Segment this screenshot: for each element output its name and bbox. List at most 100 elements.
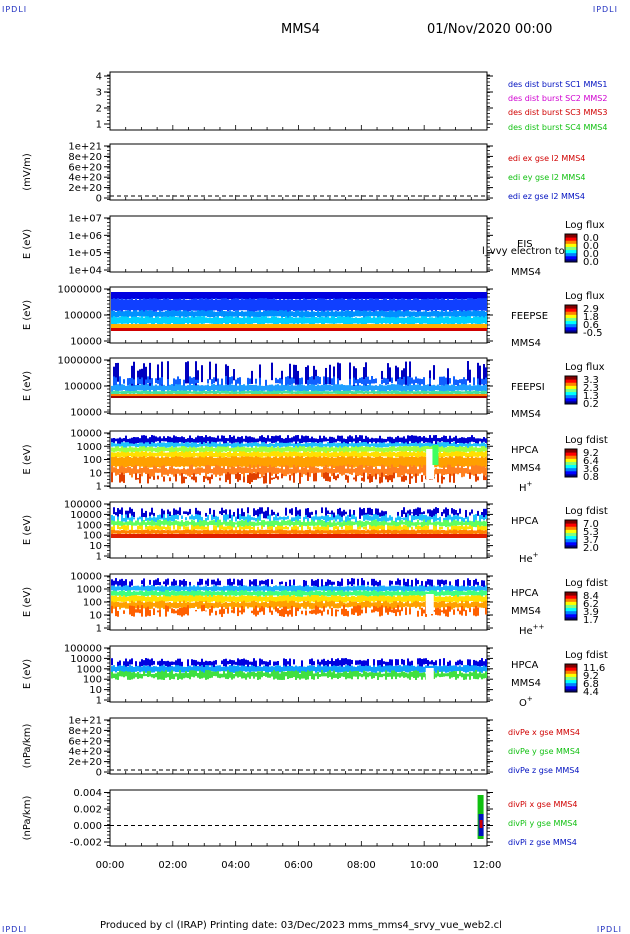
hpca_h-colorbar-frame (564, 448, 578, 478)
hpca_o-species-label: O+ (519, 695, 533, 709)
divpe-ytick-label-2: 4e+20 (68, 747, 102, 758)
eis-colorbar-title: Log flux (565, 220, 605, 231)
feeps_i-colorbar-block (565, 382, 577, 386)
feeps_e-colorbar-tick-1: 1.8 (583, 312, 599, 323)
hpca_o-colorbar-block (565, 670, 577, 674)
hpca_hepp-colorbar-block (565, 601, 577, 605)
hpca_o-ytick-label-5: 100000 (64, 644, 102, 655)
divpe-ytick-label-5: 1e+21 (68, 716, 102, 727)
corner-label-bottom-left: IPDLI (2, 925, 28, 934)
feeps_e-colorbar-block (565, 308, 577, 312)
hpca_o-colorbar-tick-2: 6.8 (583, 679, 599, 690)
feeps_e-instrument-label: FEEPSE (511, 311, 548, 322)
hpca_o-colorbar-title: Log fdist (565, 650, 608, 661)
hpca_he-ytick-label-3: 1000 (77, 520, 102, 531)
feeps_i-colorbar-tick-0: 3.3 (583, 375, 599, 386)
feeps_i-colorbar-block (565, 385, 577, 389)
divpe-ytick-label-0: 0 (96, 768, 102, 779)
x-axis-tick-label-0: 00:00 (96, 860, 125, 871)
eis-colorbar-block (565, 243, 577, 247)
hpca_he-colorbar-title: Log fdist (565, 506, 608, 517)
feeps_e-colorbar-block (565, 326, 577, 331)
hpca_hepp-colorbar-block (565, 592, 577, 596)
des_dist-legend-2: des dist burst SC3 MMS3 (508, 108, 607, 117)
corner-label-top-left: IPDLI (2, 5, 28, 14)
hpca_he-ytick-label-4: 10000 (70, 510, 102, 521)
hpca_he-colorbar-block (565, 544, 577, 549)
plot-date: 01/Nov/2020 00:00 (427, 22, 553, 37)
divpi-ytick-label-0: -0.002 (70, 838, 102, 849)
hpca_o-spectrogram (111, 658, 577, 693)
hpca_he-ytick-label-2: 100 (83, 531, 102, 542)
hpca_h-colorbar-block (565, 464, 577, 469)
des_dist-ytick-label-2: 3 (96, 88, 102, 99)
hpca_o-colorbar-block (565, 685, 577, 690)
edi-ytick-label-2: 4e+20 (68, 173, 102, 184)
feeps_i-colorbar-block (565, 376, 577, 380)
corner-label-bottom-right: IPDLI (596, 925, 622, 934)
hpca_o-ytick-label-2: 100 (83, 675, 102, 686)
eis-ytick-label-0: 1e+04 (68, 266, 102, 277)
hpca_h-colorbar-block (565, 470, 577, 475)
divpe-legend-2: divPe z gse MMS4 (508, 766, 579, 775)
eis-colorbar-block (565, 237, 577, 241)
divpi-frame (109, 789, 488, 847)
divpi-ytick-label-3: 0.004 (73, 788, 102, 799)
eis-colorbar-frame (564, 233, 578, 263)
feeps_e-ylabel: E (eV) (22, 300, 33, 330)
hpca_hepp-ylabel: E (eV) (22, 587, 33, 617)
hpca_hepp-ytick-label-3: 1000 (77, 585, 102, 596)
hpca_h-spectrogram (111, 435, 577, 484)
hpca_hepp-species-label: He++ (519, 623, 545, 637)
hpca_h-colorbar-tick-3: 0.8 (583, 472, 599, 483)
feeps_e-spacecraft-label: MMS4 (511, 338, 541, 349)
feeps_i-ylabel: E (eV) (22, 371, 33, 401)
eis-frame (109, 215, 488, 273)
hpca_h-colorbar-block (565, 458, 577, 462)
footer-credits: Produced by cl (IRAP) Printing date: 03/… (100, 920, 502, 931)
divpi-legend-0: divPi x gse MMS4 (508, 800, 577, 809)
hpca_h-colorbar-tick-0: 9.2 (583, 448, 599, 459)
hpca_o-spacecraft-label: MMS4 (511, 678, 541, 689)
eis-colorbar-tick-0: 0.0 (583, 233, 599, 244)
feeps_i-colorbar-block (565, 388, 577, 393)
hpca_he-colorbar-frame (564, 519, 578, 549)
des_dist-ytick-label-3: 4 (96, 72, 102, 83)
feeps_i-ytick-label-2: 1000000 (57, 356, 102, 367)
des_dist-legend-1: des dist burst SC2 MMS2 (508, 94, 607, 103)
hpca_hepp-colorbar-tick-2: 3.9 (583, 607, 599, 618)
feeps_i-colorbar-block (565, 394, 577, 399)
hpca_h-colorbar-tick-2: 3.6 (583, 464, 599, 475)
hpca_hepp-colorbar-tick-0: 8.4 (583, 591, 599, 602)
hpca_hepp-spacecraft-label: MMS4 (511, 606, 541, 617)
des_dist-ytick-label-1: 2 (96, 104, 102, 115)
eis-instrument-label: EIS (517, 239, 533, 250)
hpca_he-colorbar-block (565, 532, 577, 537)
eis-colorbar-block (565, 258, 577, 263)
hpca_o-colorbar-block (565, 679, 577, 684)
eis-colorbar-tick-2: 0.0 (583, 249, 599, 260)
edi-legend-0: edi ex gse l2 MMS4 (508, 154, 585, 163)
x-axis-tick-label-5: 10:00 (410, 860, 439, 871)
des_dist-legend-0: des dist burst SC1 MMS1 (508, 80, 607, 89)
edi-legend-1: edi ey gse l2 MMS4 (508, 173, 586, 182)
hpca_hepp-ytick-label-0: 1 (96, 624, 102, 635)
hpca_he-spectrogram (111, 507, 577, 549)
feeps_e-ytick-label-2: 1000000 (57, 285, 102, 296)
feeps_i-spectrogram (111, 361, 577, 405)
feeps_e-ytick-label-1: 100000 (64, 311, 102, 322)
hpca_o-ylabel: E (eV) (22, 659, 33, 689)
feeps_i-ytick-label-1: 100000 (64, 382, 102, 393)
hpca_he-colorbar-tick-1: 5.3 (583, 527, 599, 538)
hpca_hepp-ytick-label-1: 10 (89, 611, 102, 622)
eis-colorbar-block (565, 252, 577, 257)
hpca_o-ytick-label-3: 1000 (77, 664, 102, 675)
hpca_hepp-colorbar-title: Log fdist (565, 578, 608, 589)
feeps_e-colorbar-block (565, 320, 577, 325)
feeps_i-colorbar-block (565, 397, 577, 402)
feeps_e-colorbar-frame (564, 304, 578, 334)
divpe-legend-1: divPe y gse MMS4 (508, 747, 580, 756)
feeps_e-colorbar-tick-3: -0.5 (583, 328, 603, 339)
hpca_h-ytick-label-1: 10 (89, 468, 102, 479)
hpca_h-colorbar-block (565, 473, 577, 478)
